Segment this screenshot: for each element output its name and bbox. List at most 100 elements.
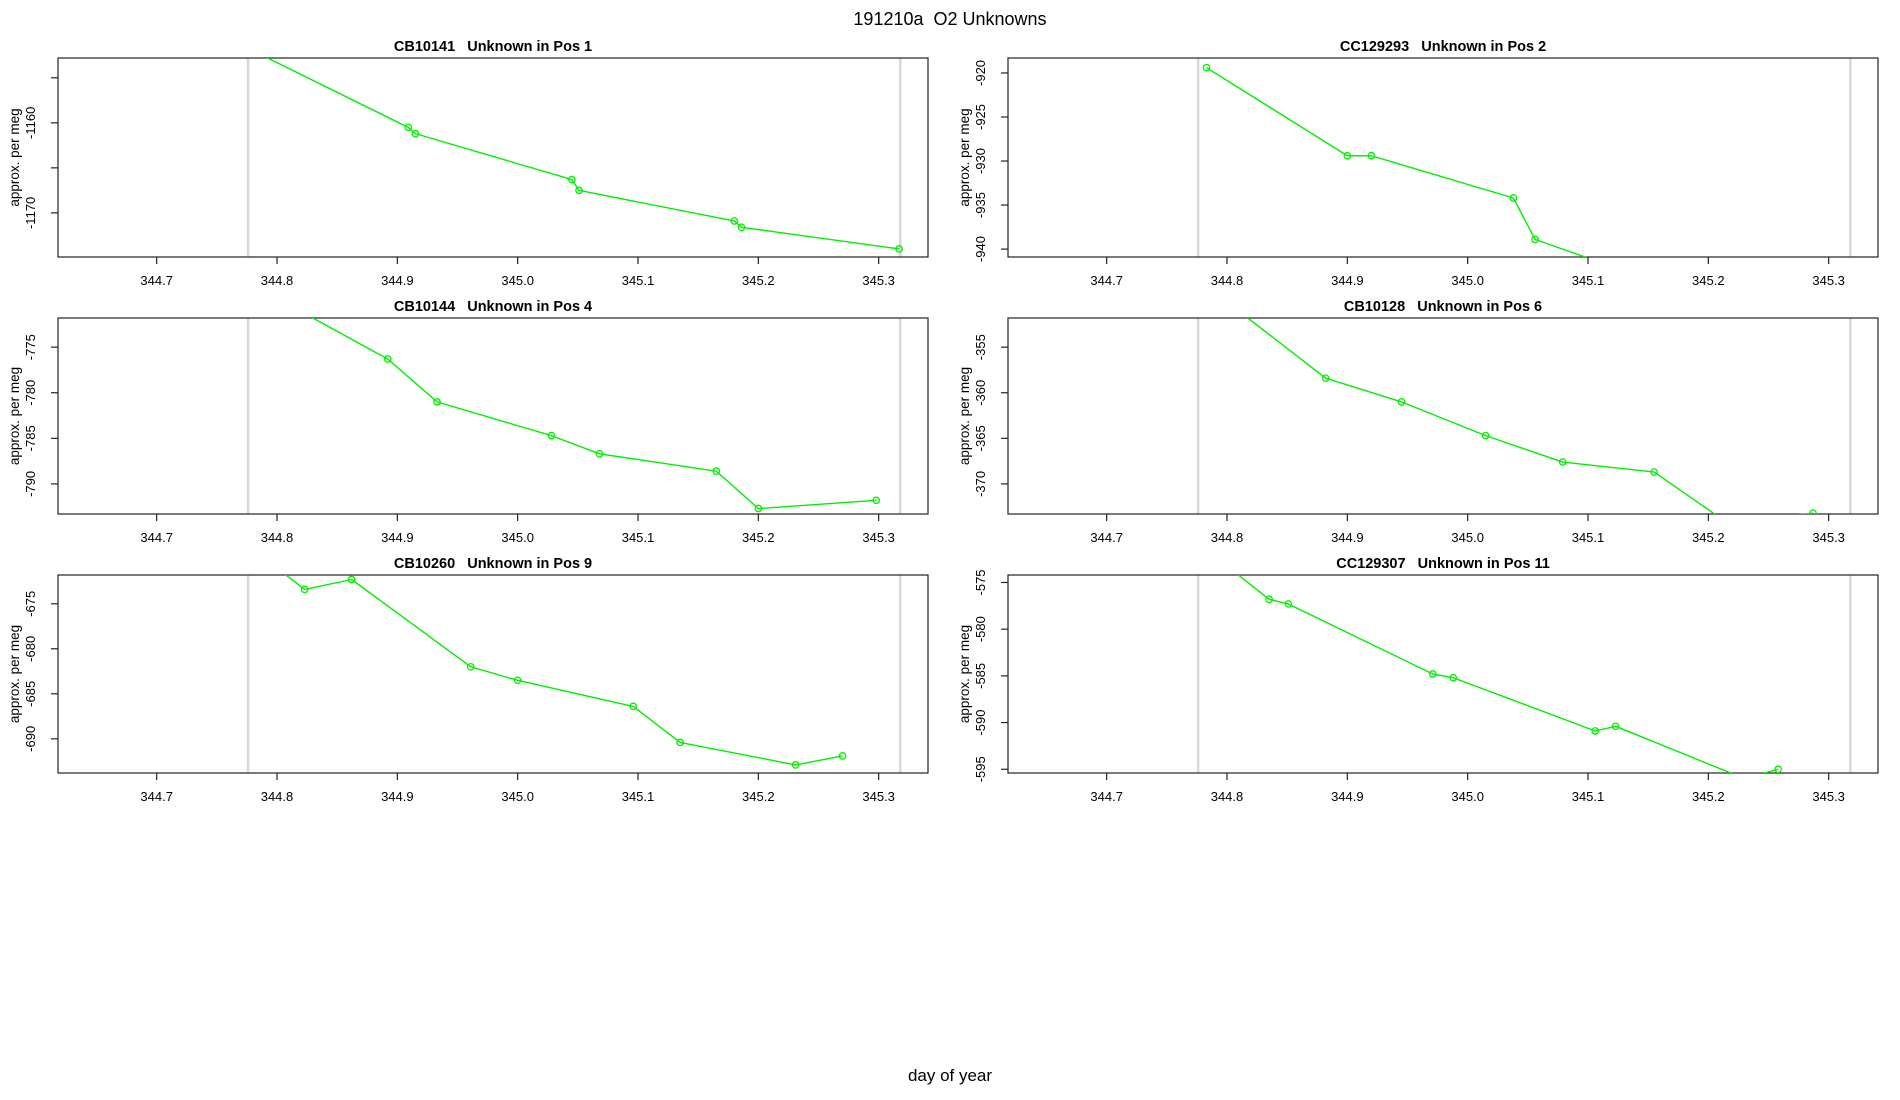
data-point-marker [250, 547, 256, 553]
x-tick-label: 345.3 [1812, 789, 1845, 804]
x-tick-label: 344.8 [1211, 273, 1244, 288]
y-tick-label: -1160 [23, 107, 38, 139]
x-tick-label: 345.0 [501, 273, 534, 288]
data-point-marker [1321, 374, 1330, 383]
series [250, 282, 881, 513]
x-tick-label: 344.8 [261, 273, 294, 288]
data-point-marker [404, 123, 413, 132]
y-axis-title: approx. per meg [7, 367, 22, 465]
series-line [1206, 67, 1588, 257]
data-point-marker [629, 702, 638, 711]
y-tick-label: -920 [973, 60, 988, 86]
data-point-marker [838, 752, 847, 760]
y-tick-label: -585 [973, 663, 988, 689]
data-point-marker [1509, 194, 1518, 202]
data-point-marker [895, 245, 903, 253]
data-point-marker [1723, 519, 1729, 525]
x-tick-label: 344.9 [381, 789, 414, 804]
data-point-marker [730, 217, 739, 225]
y-tick-label: -590 [973, 710, 988, 736]
y-tick-label: -1170 [23, 197, 38, 229]
x-tick-label: 345.1 [622, 530, 655, 545]
data-point-marker [347, 575, 356, 584]
x-tick-label: 344.7 [140, 789, 173, 804]
data-point-marker [1367, 151, 1376, 160]
series-line [311, 318, 877, 510]
y-axis-title: approx. per meg [957, 625, 972, 723]
data-point-marker [250, 282, 256, 288]
x-tick-label: 345.2 [1692, 789, 1725, 804]
x-tick-label: 345.2 [1692, 530, 1725, 545]
data-point-marker [791, 761, 800, 769]
figure-title: 191210a O2 Unknowns [853, 9, 1046, 29]
x-tick-label: 344.8 [1211, 789, 1244, 804]
x-tick-label: 344.7 [1090, 789, 1123, 804]
x-tick-label: 345.0 [501, 530, 534, 545]
data-point-marker [433, 398, 441, 406]
plot-box [1007, 317, 1879, 515]
panel-title: CC129293 Unknown in Pos 2 [1340, 39, 1546, 55]
data-point-marker [1741, 775, 1747, 781]
y-tick-label: -365 [973, 425, 988, 451]
data-point-marker [1650, 468, 1659, 476]
data-point-marker [300, 585, 309, 594]
data-point-marker [1809, 509, 1817, 514]
data-point-marker [1428, 670, 1437, 678]
y-tick-label: -685 [23, 681, 38, 707]
y-axis-title: approx. per meg [7, 108, 22, 206]
data-point-marker [1597, 259, 1603, 265]
y-tick-label: -680 [23, 636, 38, 662]
plot-box [1007, 574, 1879, 774]
data-point-marker [1200, 544, 1206, 550]
panel-title: CC129307 Unknown in Pos 11 [1336, 556, 1550, 572]
x-tick-label: 344.9 [1331, 530, 1364, 545]
data-point-marker [1591, 727, 1600, 735]
x-tick-label: 344.7 [1090, 530, 1123, 545]
data-point-marker [567, 175, 576, 184]
panel-title: CB10144 Unknown in Pos 4 [394, 299, 592, 315]
x-tick-label: 344.7 [140, 273, 173, 288]
plot-box [57, 317, 929, 515]
panel-title: CB10141 Unknown in Pos 1 [394, 39, 592, 55]
x-tick-label: 345.0 [1451, 273, 1484, 288]
y-tick-label: -940 [973, 236, 988, 262]
data-point-marker [1481, 431, 1490, 440]
data-point-marker [513, 676, 522, 685]
series [265, 58, 903, 253]
y-tick-label: -790 [23, 471, 38, 497]
series-line [265, 58, 900, 250]
x-tick-label: 345.1 [622, 789, 655, 804]
x-tick-label: 345.3 [862, 789, 895, 804]
series [1246, 318, 1817, 525]
x-tick-label: 344.8 [261, 530, 294, 545]
x-tick-label: 345.3 [1812, 530, 1845, 545]
data-point-marker [1531, 235, 1539, 244]
x-tick-label: 344.9 [1331, 789, 1364, 804]
x-tick-label: 345.0 [501, 789, 534, 804]
panel-title: CB10128 Unknown in Pos 6 [1344, 299, 1542, 315]
plot-box [1007, 57, 1879, 258]
data-point-marker [1265, 595, 1273, 604]
x-tick-label: 344.8 [1211, 530, 1244, 545]
x-tick-label: 345.1 [622, 273, 655, 288]
data-point-marker [1449, 673, 1458, 682]
data-point-marker [1774, 765, 1782, 773]
x-tick-label: 344.7 [140, 530, 173, 545]
x-tick-label: 344.8 [261, 789, 294, 804]
series [250, 547, 847, 769]
plot-box [57, 574, 929, 774]
data-point-marker [737, 223, 746, 232]
y-tick-label: -930 [973, 148, 988, 174]
panel-CB10128: 344.7 344.8 344.9 345.0 345.1 345.2 345.3 -355 -… [957, 299, 1879, 545]
y-tick-label: -775 [23, 334, 38, 360]
x-tick-label: 345.3 [862, 273, 895, 288]
series-line [1237, 575, 1779, 773]
y-tick-label: -360 [973, 380, 988, 406]
y-tick-label: -355 [973, 334, 988, 360]
x-tick-label: 344.9 [381, 273, 414, 288]
panels-grid: 344.7 344.8 344.9 345.0 345.1 345.2 345.3 -1160… [7, 39, 1879, 804]
y-tick-label: -925 [973, 104, 988, 130]
data-point-marker [754, 504, 763, 513]
data-point-marker [712, 467, 721, 476]
x-tick-label: 344.9 [1331, 273, 1364, 288]
